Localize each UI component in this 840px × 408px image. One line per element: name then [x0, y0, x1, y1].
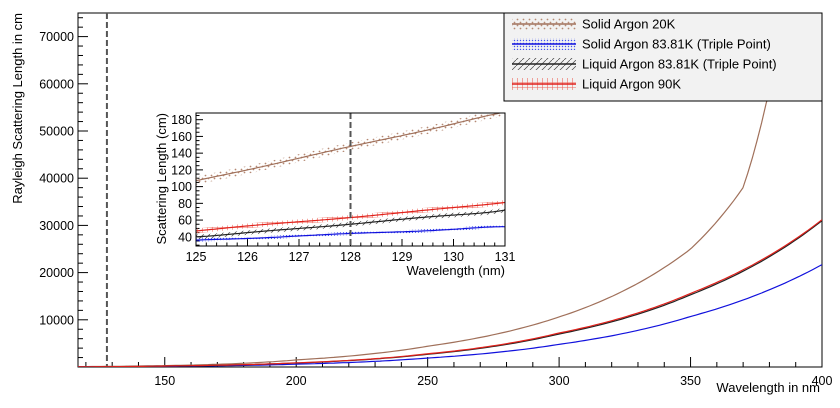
inset-series-line-0 [196, 113, 504, 182]
inset-y-axis-title: Scattering Length (cm) [154, 113, 169, 245]
main-x-tick-label-300: 300 [549, 374, 570, 388]
main-series-line-0 [78, 87, 822, 367]
main-x-tick-label-200: 200 [286, 374, 307, 388]
main-y-tick-label-20000: 20000 [39, 266, 74, 280]
main-x-axis-title: Wavelength in nm [716, 380, 820, 395]
inset-x-tick-label-125: 125 [186, 250, 207, 264]
main-plot-frame [77, 12, 823, 368]
inset-y-tick-label-40: 40 [178, 230, 192, 244]
main-y-axis-title: Rayleigh Scattering Length in cm [10, 13, 25, 204]
main-y-ticks: 10000 20000 30000 40000 50000 60000 70000 [39, 17, 88, 368]
main-x-tick-label-150: 150 [154, 374, 175, 388]
legend-items: Solid Argon 20K Solid Argon 83.81K (Tripl… [512, 17, 777, 92]
legend-label-0: Solid Argon 20K [582, 17, 676, 32]
inset-x-tick-label-127: 127 [289, 250, 310, 264]
inset-y-tick-label-160: 160 [171, 130, 192, 144]
inset-x-tick-label-126: 126 [237, 250, 258, 264]
inset-y-ticks: 40 60 80 100 120 140 160 180 [171, 113, 203, 246]
legend: Solid Argon 20K Solid Argon 83.81K (Tripl… [503, 12, 823, 102]
inset-plot: 125 126 127 128 129 130 131 40 60 80 100 120 140 160… [154, 112, 516, 278]
inset-x-tick-label-130: 130 [443, 250, 464, 264]
inset-y-tick-label-80: 80 [178, 197, 192, 211]
inset-y-tick-label-140: 140 [171, 147, 192, 161]
inset-y-tick-label-60: 60 [178, 214, 192, 228]
main-y-tick-label-10000: 10000 [39, 313, 74, 327]
inset-x-tick-label-131: 131 [495, 250, 516, 264]
main-series-group [78, 87, 822, 367]
inset-y-tick-label-100: 100 [171, 180, 192, 194]
inset-plot-frame [195, 112, 506, 247]
main-y-tick-label-70000: 70000 [39, 30, 74, 44]
inset-x-axis-title: Wavelength (nm) [407, 263, 506, 278]
legend-label-3: Liquid Argon 90K [582, 77, 681, 92]
main-x-tick-label-250: 250 [417, 374, 438, 388]
main-plot: 150 200 250 300 350 400 10000 20000 30000 40000 5… [10, 12, 833, 395]
main-x-tick-label-350: 350 [680, 374, 701, 388]
main-y-tick-label-50000: 50000 [39, 125, 74, 139]
legend-label-2: Liquid Argon 83.81K (Triple Point) [582, 57, 777, 72]
inset-x-ticks: 125 126 127 128 129 130 131 [186, 239, 516, 264]
main-series-line-3 [78, 219, 822, 367]
main-y-tick-label-60000: 60000 [39, 77, 74, 91]
inset-y-tick-label-180: 180 [171, 113, 192, 127]
inset-y-tick-label-120: 120 [171, 163, 192, 177]
main-y-tick-label-30000: 30000 [39, 219, 74, 233]
inset-band-0 [196, 113, 505, 185]
inset-x-tick-label-129: 129 [392, 250, 413, 264]
inset-x-tick-label-128: 128 [340, 250, 361, 264]
main-y-tick-label-40000: 40000 [39, 172, 74, 186]
main-x-tick-label-400: 400 [812, 374, 833, 388]
legend-label-1: Solid Argon 83.81K (Triple Point) [582, 37, 771, 52]
